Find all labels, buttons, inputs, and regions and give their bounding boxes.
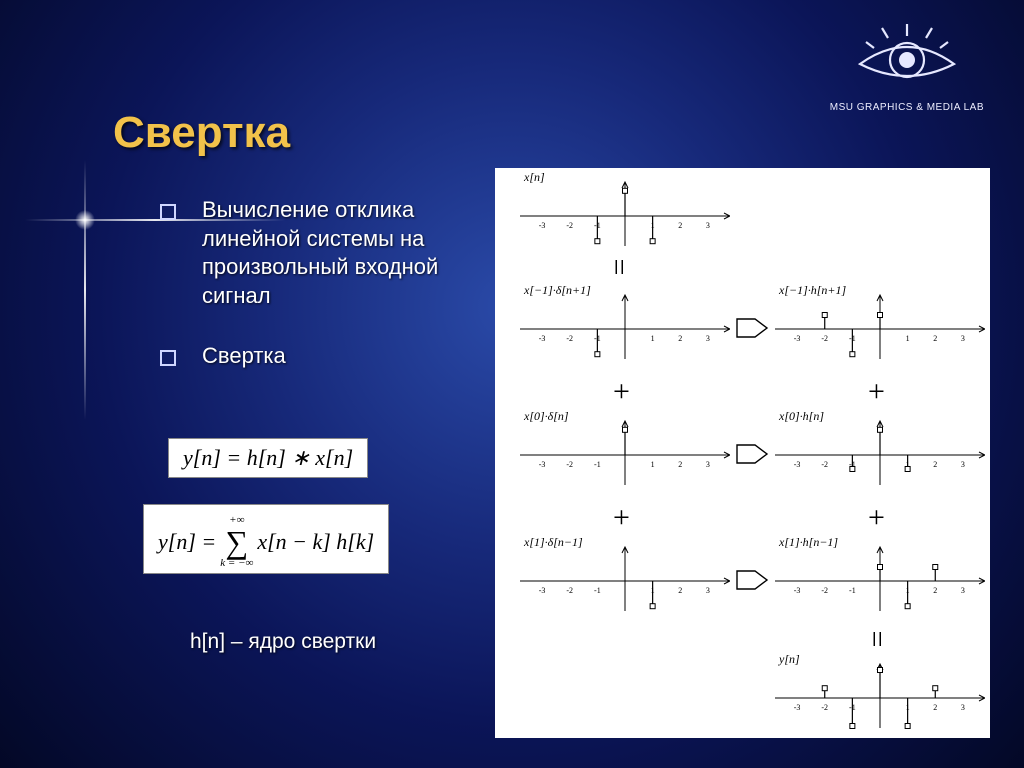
kernel-note: h[n] – ядро свертки	[190, 630, 376, 654]
slide-title: Свертка	[113, 108, 290, 158]
chart-label: x[1]·δ[n−1]	[524, 535, 583, 550]
formula-rhs: x[n − k] h[k]	[257, 529, 374, 555]
svg-text:3: 3	[706, 334, 710, 343]
svg-text:-3: -3	[539, 586, 546, 595]
operator-plus: +	[613, 501, 630, 535]
svg-text:3: 3	[961, 460, 965, 469]
convolution-diagram: x[n] -3 -2 -1 1 2 3 = x[−1]·δ[n+1] -3 -2 -1 1 2 3 x[…	[495, 168, 990, 738]
bullet-item: Вычисление отклика линейной системы на п…	[160, 196, 470, 310]
eye-logo-icon	[852, 18, 962, 98]
svg-text:-2: -2	[821, 703, 828, 712]
svg-text:-3: -3	[539, 221, 546, 230]
svg-text:-3: -3	[794, 586, 801, 595]
chart-label: x[−1]·h[n+1]	[779, 283, 846, 298]
bullet-icon	[160, 350, 176, 366]
formula-lhs: y[n] =	[158, 529, 216, 555]
svg-text:2: 2	[933, 703, 937, 712]
svg-text:2: 2	[933, 460, 937, 469]
svg-text:-2: -2	[821, 586, 828, 595]
svg-text:-3: -3	[794, 703, 801, 712]
svg-text:-1: -1	[594, 460, 601, 469]
svg-text:2: 2	[678, 221, 682, 230]
svg-text:3: 3	[961, 586, 965, 595]
svg-text:-3: -3	[794, 334, 801, 343]
signal-chart-dR: x[1]·δ[n−1]-3-2-1123	[520, 537, 730, 617]
svg-text:3: 3	[706, 221, 710, 230]
chart-label: x[1]·h[n−1]	[779, 535, 838, 550]
signal-chart-d0: x[0]·δ[n] -3 -2 -1 1 2 3	[520, 411, 730, 491]
formula-convolution-sum: y[n] = +∞ ∑ k = −∞ x[n − k] h[k]	[143, 504, 389, 574]
operator-equals: =	[859, 631, 893, 648]
chart-label: x[0]·δ[n]	[524, 409, 569, 424]
operator-equals: =	[601, 259, 635, 276]
svg-text:2: 2	[933, 586, 937, 595]
bullet-icon	[160, 204, 176, 220]
svg-text:-1: -1	[849, 586, 856, 595]
svg-text:-2: -2	[821, 460, 828, 469]
signal-chart-yn: y[n]-3-2-1123	[775, 654, 985, 734]
decorative-flare	[85, 220, 86, 221]
lab-logo: MSU GRAPHICS & MEDIA LAB	[830, 18, 984, 113]
bullet-item: Свертка	[160, 342, 470, 371]
logo-caption: MSU GRAPHICS & MEDIA LAB	[830, 102, 984, 113]
svg-text:-3: -3	[539, 460, 546, 469]
bullet-text: Вычисление отклика линейной системы на п…	[202, 196, 470, 310]
chart-label: x[n]	[524, 170, 545, 185]
arrow-icon	[735, 567, 769, 598]
svg-text:2: 2	[933, 334, 937, 343]
svg-text:-2: -2	[821, 334, 828, 343]
svg-text:-2: -2	[566, 586, 573, 595]
chart-label: x[−1]·δ[n+1]	[524, 283, 591, 298]
svg-text:2: 2	[678, 334, 682, 343]
formula-convolution-short: y[n] = h[n] ∗ x[n]	[168, 438, 368, 478]
svg-text:-3: -3	[539, 334, 546, 343]
operator-plus: +	[868, 375, 885, 409]
svg-text:-1: -1	[594, 586, 601, 595]
svg-text:-2: -2	[566, 460, 573, 469]
operator-plus: +	[868, 501, 885, 535]
svg-text:3: 3	[706, 460, 710, 469]
svg-text:2: 2	[678, 460, 682, 469]
bullet-text: Свертка	[202, 342, 286, 371]
operator-plus: +	[613, 375, 630, 409]
svg-text:3: 3	[706, 586, 710, 595]
svg-text:-2: -2	[566, 334, 573, 343]
svg-text:1: 1	[906, 334, 910, 343]
sum-symbol: +∞ ∑ k = −∞	[220, 515, 253, 569]
svg-text:1: 1	[651, 460, 655, 469]
signal-chart-xn: x[n]-3-2-1123	[520, 172, 730, 252]
svg-text:3: 3	[961, 703, 965, 712]
arrow-icon	[735, 315, 769, 346]
signal-chart-hL: x[−1]·h[n+1]-3-2-1123	[775, 285, 985, 365]
svg-text:-3: -3	[794, 460, 801, 469]
svg-text:2: 2	[678, 586, 682, 595]
chart-label: y[n]	[779, 652, 800, 667]
svg-text:1: 1	[651, 334, 655, 343]
chart-label: x[0]·h[n]	[779, 409, 824, 424]
bullet-list: Вычисление отклика линейной системы на п…	[160, 196, 470, 403]
svg-text:3: 3	[961, 334, 965, 343]
signal-chart-dL: x[−1]·δ[n+1]-3-2-1123	[520, 285, 730, 365]
svg-text:-2: -2	[566, 221, 573, 230]
arrow-icon	[735, 441, 769, 472]
signal-chart-hR: x[1]·h[n−1]-3-2-1123	[775, 537, 985, 617]
signal-chart-h0: x[0]·h[n]-3-2-1123	[775, 411, 985, 491]
